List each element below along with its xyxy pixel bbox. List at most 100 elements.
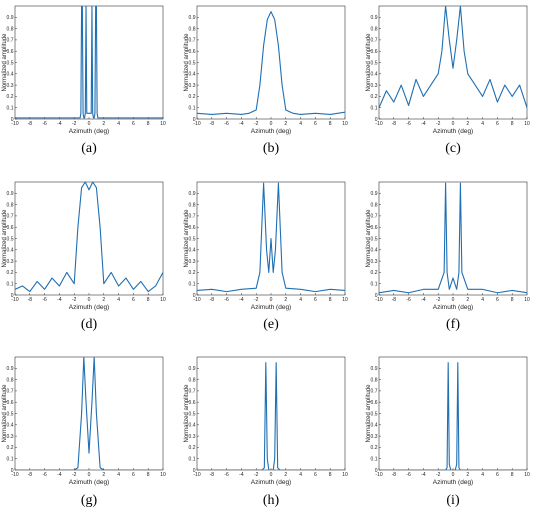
x-tick-label-f-0: -10 xyxy=(375,297,382,303)
y-tick-label-e-8: 0.8 xyxy=(189,202,196,208)
x-tick-label-b-8: 6 xyxy=(314,121,317,127)
y-tick-label-h-5: 0.5 xyxy=(189,411,196,417)
x-tick-label-a-7: 4 xyxy=(117,121,120,127)
chart-h: -10 -8 -6 -4 -2 0 2 4 6 8 10 0 0.1 0.2 0.3 0.4 0.5 0.6 0.7… xyxy=(184,356,348,486)
y-tick-label-i-1: 0.1 xyxy=(371,457,378,463)
y-tick-label-g-8: 0.8 xyxy=(7,377,14,383)
x-tick-label-e-0: -10 xyxy=(193,297,200,303)
plot-frame-i xyxy=(378,356,528,471)
x-tick-label-e-8: 6 xyxy=(314,297,317,303)
y-tick-label-g-7: 0.7 xyxy=(7,389,14,395)
y-tick-label-a-8: 0.8 xyxy=(7,26,14,32)
x-tick-label-h-3: -4 xyxy=(239,472,244,478)
x-tick-label-b-6: 2 xyxy=(284,121,287,127)
chart-e: -10 -8 -6 -4 -2 0 2 4 6 8 10 0 0.1 0.2 0.3 0.4 0.5 0.6 0.7… xyxy=(184,181,348,311)
x-tick-label-i-9: 8 xyxy=(511,472,514,478)
series-line-f-0 xyxy=(379,182,527,294)
series-line-i-0 xyxy=(379,362,527,470)
y-tick-label-h-4: 0.4 xyxy=(189,423,196,429)
x-tick-label-g-4: -2 xyxy=(72,472,77,478)
y-tick-label-a-0: 0 xyxy=(11,117,14,123)
y-tick-label-d-2: 0.2 xyxy=(7,270,14,276)
y-axis-label-a: Normalized amplitude xyxy=(2,33,8,92)
x-tick-label-h-7: 4 xyxy=(299,472,302,478)
x-tick-label-a-10: 10 xyxy=(160,121,166,127)
x-axis-label-i: Azimuth (deg) xyxy=(433,479,473,486)
y-tick-label-g-2: 0.2 xyxy=(7,445,14,451)
y-tick-label-i-8: 0.8 xyxy=(371,377,378,383)
series-line-d-0 xyxy=(15,182,163,293)
series-line-c-0 xyxy=(379,6,527,108)
y-tick-label-d-8: 0.8 xyxy=(7,202,14,208)
y-tick-label-a-3: 0.3 xyxy=(7,83,14,89)
y-tick-label-c-2: 0.2 xyxy=(371,94,378,100)
x-tick-label-g-5: 0 xyxy=(88,472,91,478)
x-tick-label-b-0: -10 xyxy=(193,121,200,127)
x-tick-label-g-1: -8 xyxy=(28,472,33,478)
y-axis-label-h: Normalized amplitude xyxy=(184,384,190,443)
y-tick-label-f-9: 0.9 xyxy=(371,191,378,197)
y-tick-label-b-7: 0.7 xyxy=(189,38,196,44)
x-tick-label-b-1: -8 xyxy=(210,121,215,127)
y-tick-label-f-6: 0.6 xyxy=(371,225,378,231)
y-tick-label-d-5: 0.5 xyxy=(7,236,14,242)
x-tick-label-d-2: -6 xyxy=(42,297,47,303)
y-tick-label-c-4: 0.4 xyxy=(371,72,378,78)
x-axis-label-h: Azimuth (deg) xyxy=(251,479,291,486)
y-tick-label-i-0: 0 xyxy=(375,468,378,474)
x-tick-label-i-7: 4 xyxy=(481,472,484,478)
y-tick-label-f-2: 0.2 xyxy=(371,270,378,276)
y-tick-label-e-4: 0.4 xyxy=(189,248,196,254)
y-tick-label-i-7: 0.7 xyxy=(371,389,378,395)
x-tick-label-d-1: -8 xyxy=(28,297,33,303)
x-tick-label-c-2: -6 xyxy=(406,121,411,127)
panel-label-f: (f) xyxy=(446,317,460,332)
x-tick-label-f-10: 10 xyxy=(524,297,530,303)
y-tick-label-h-1: 0.1 xyxy=(189,457,196,463)
chart-f: -10 -8 -6 -4 -2 0 2 4 6 8 10 0 0.1 0.2 0.3 0.4 0.5 0.6 0.7… xyxy=(366,181,530,311)
x-tick-label-h-0: -10 xyxy=(193,472,200,478)
x-axis-label-f: Azimuth (deg) xyxy=(433,304,473,311)
y-tick-label-b-4: 0.4 xyxy=(189,72,196,78)
x-tick-label-e-10: 10 xyxy=(342,297,348,303)
chart-a: -10 -8 -6 -4 -2 0 2 4 6 8 10 0 0.1 0.2 0.3 0.4 0.5 0.6 0.7… xyxy=(2,5,166,135)
y-tick-label-a-2: 0.2 xyxy=(7,94,14,100)
x-tick-label-g-8: 6 xyxy=(132,472,135,478)
y-tick-label-i-4: 0.4 xyxy=(371,423,378,429)
plot-frame-c xyxy=(378,5,528,120)
x-tick-label-f-2: -6 xyxy=(406,297,411,303)
y-tick-label-a-1: 0.1 xyxy=(7,106,14,112)
x-tick-label-a-4: -2 xyxy=(72,121,77,127)
y-tick-label-b-9: 0.9 xyxy=(189,15,196,21)
y-tick-label-h-3: 0.3 xyxy=(189,434,196,440)
y-tick-label-b-2: 0.2 xyxy=(189,94,196,100)
x-tick-label-f-6: 2 xyxy=(466,297,469,303)
y-tick-label-i-6: 0.6 xyxy=(371,400,378,406)
y-axis-label-d: Normalized amplitude xyxy=(2,209,8,268)
y-tick-label-e-1: 0.1 xyxy=(189,282,196,288)
y-tick-label-f-3: 0.3 xyxy=(371,259,378,265)
y-tick-label-h-9: 0.9 xyxy=(189,366,196,372)
x-tick-label-h-2: -6 xyxy=(224,472,229,478)
panel-label-d: (d) xyxy=(80,317,98,332)
y-tick-label-f-0: 0 xyxy=(375,293,378,299)
x-tick-label-b-5: 0 xyxy=(270,121,273,127)
x-tick-label-d-7: 4 xyxy=(117,297,120,303)
x-tick-label-b-4: -2 xyxy=(254,121,259,127)
y-tick-label-e-6: 0.6 xyxy=(189,225,196,231)
x-tick-label-d-3: -4 xyxy=(57,297,62,303)
y-tick-label-c-3: 0.3 xyxy=(371,83,378,89)
x-tick-label-c-10: 10 xyxy=(524,121,530,127)
y-tick-label-d-6: 0.6 xyxy=(7,225,14,231)
y-tick-label-e-7: 0.7 xyxy=(189,214,196,220)
plot-frame-b xyxy=(196,5,346,120)
y-tick-label-b-0: 0 xyxy=(193,117,196,123)
panel-label-h: (h) xyxy=(262,493,280,508)
x-tick-label-g-6: 2 xyxy=(102,472,105,478)
x-tick-label-i-5: 0 xyxy=(452,472,455,478)
x-tick-label-b-2: -6 xyxy=(224,121,229,127)
y-tick-label-i-2: 0.2 xyxy=(371,445,378,451)
y-tick-label-h-8: 0.8 xyxy=(189,377,196,383)
panel-label-i: (i) xyxy=(446,493,460,508)
y-tick-label-c-0: 0 xyxy=(375,117,378,123)
